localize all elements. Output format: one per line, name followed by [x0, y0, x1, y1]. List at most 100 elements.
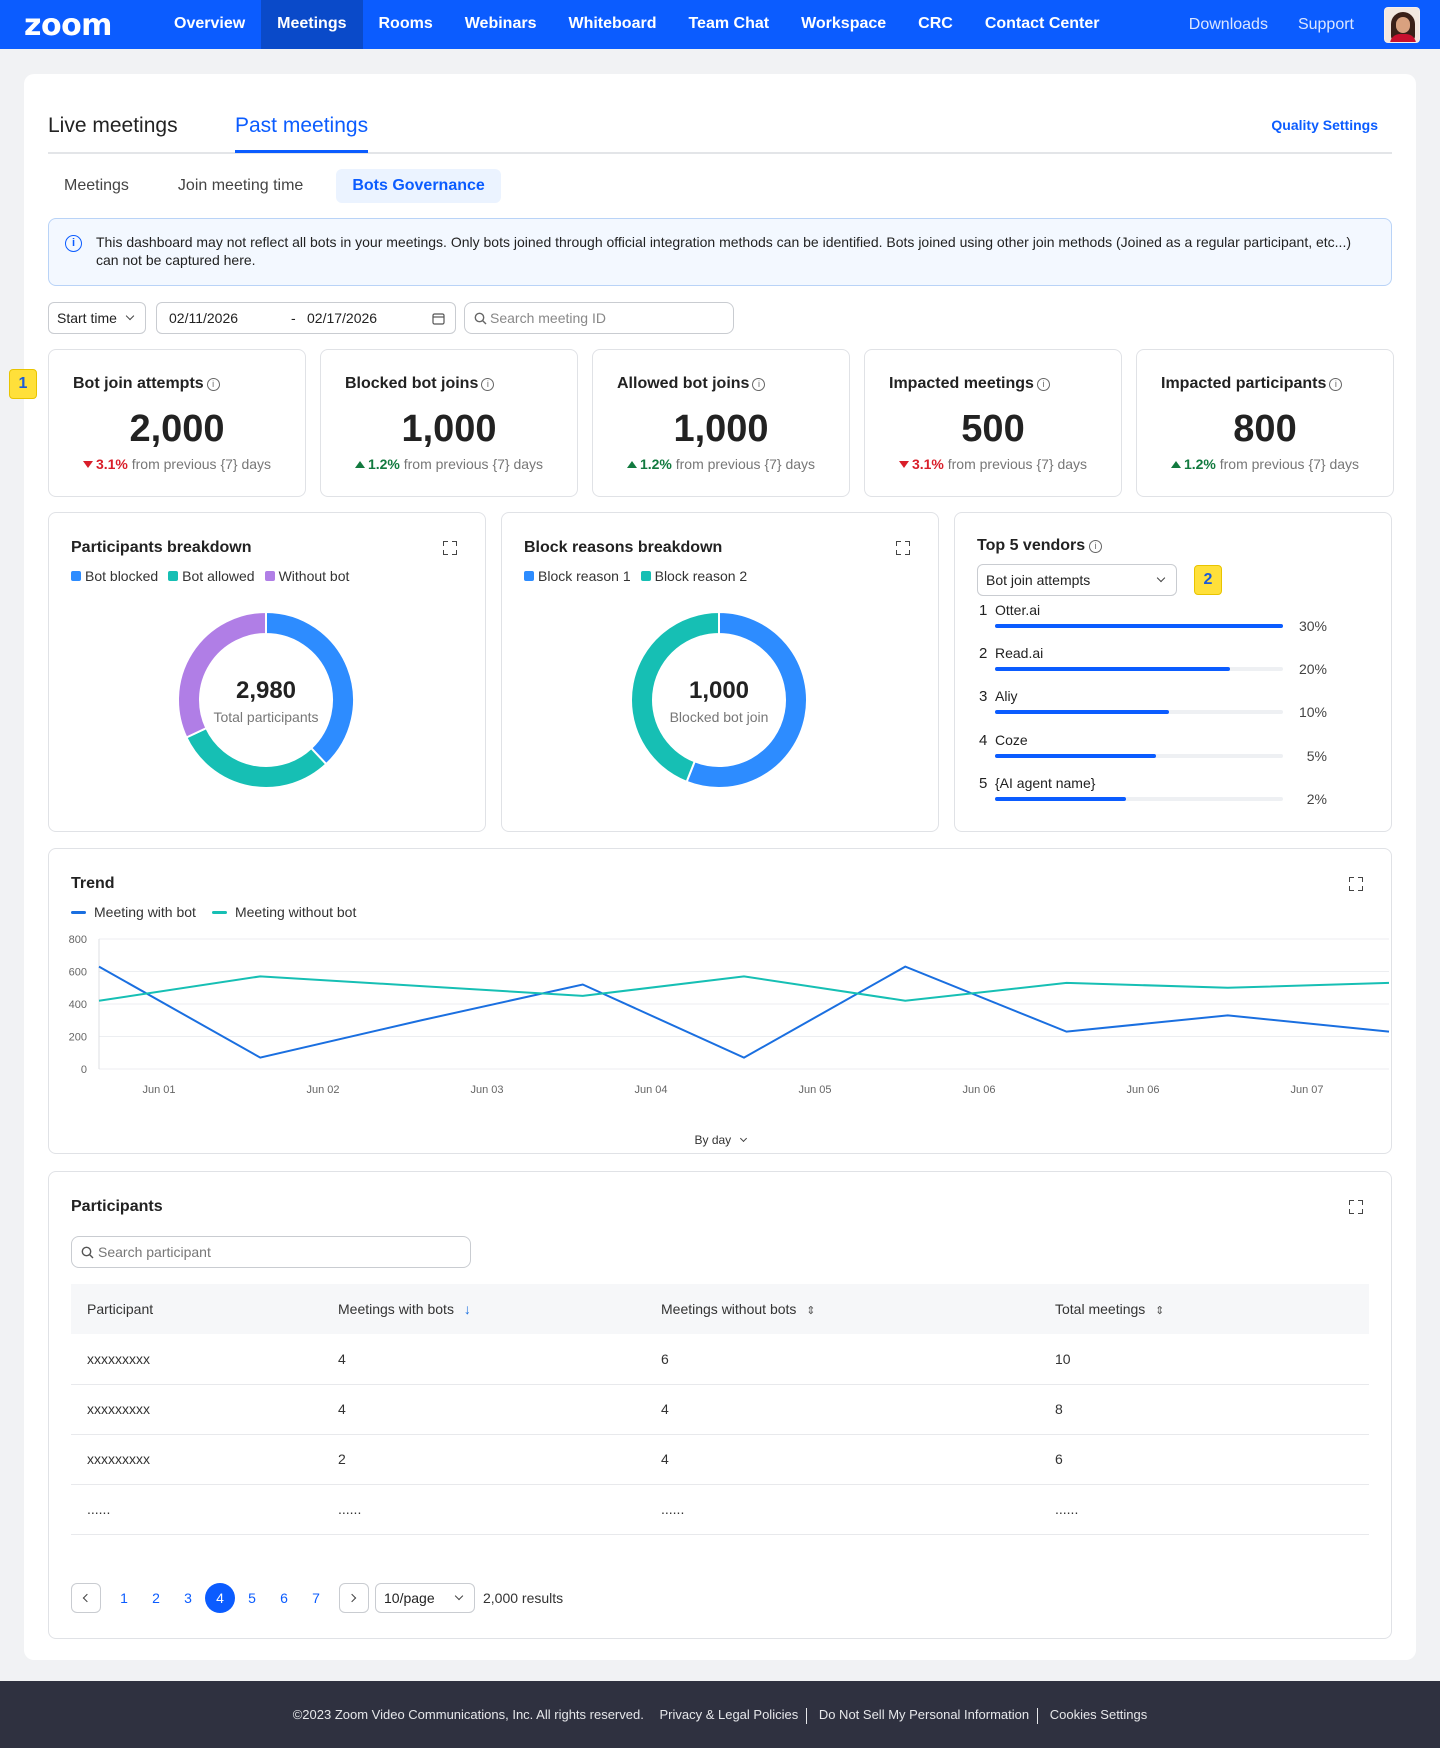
support-link[interactable]: Support: [1297, 15, 1354, 33]
donut-center-value: 2,980: [235, 677, 297, 704]
date-from[interactable]: 02/11/2026: [169, 310, 239, 326]
metric-card-bot-join-attempts: Bot join attempts i 2,000 3.1% from previ…: [48, 349, 306, 497]
table-row[interactable]: ...... ...... ...... ......: [71, 1484, 1369, 1535]
time-type-label: Start time: [57, 310, 117, 326]
nav-item-workspace[interactable]: Workspace: [801, 15, 887, 32]
info-icon[interactable]: i: [1329, 378, 1343, 391]
cell-participant: xxxxxxxxx: [71, 1434, 322, 1485]
series-line-meeting-with-bot[interactable]: [98, 965, 1390, 1059]
page-number[interactable]: 5: [248, 1590, 256, 1606]
sort-icon[interactable]: ⇕: [806, 1305, 816, 1317]
page-number[interactable]: 6: [280, 1590, 288, 1606]
footer-link-cookies[interactable]: Cookies Settings: [1049, 1707, 1148, 1722]
x-tick-label: Jun 03: [470, 1084, 503, 1096]
footer-link-privacy[interactable]: Privacy & Legal Policies: [659, 1707, 799, 1722]
cell-total: 10: [1039, 1334, 1369, 1385]
subtab-meetings[interactable]: Meetings: [64, 177, 129, 194]
page-size-label: 10/page: [384, 1590, 435, 1606]
page-number[interactable]: 7: [312, 1590, 320, 1606]
expand-icon[interactable]: [443, 541, 457, 555]
participant-search-placeholder: Search participant: [98, 1244, 211, 1260]
expand-icon[interactable]: [1349, 877, 1363, 891]
metric-delta: 3.1% from previous {7} days: [865, 456, 1121, 472]
table-row[interactable]: xxxxxxxxx 4 6 10: [71, 1334, 1369, 1385]
page-number[interactable]: 1: [120, 1590, 128, 1606]
info-icon: i: [65, 235, 82, 252]
participants-table: Participant Meetings with bots ↓ Meeting…: [71, 1284, 1369, 1535]
info-icon[interactable]: i: [752, 378, 766, 391]
table-row[interactable]: xxxxxxxxx 2 4 6: [71, 1434, 1369, 1485]
nav-item-meetings[interactable]: Meetings: [261, 0, 363, 49]
vendor-name: Otter.ai: [995, 602, 1041, 618]
table-row[interactable]: xxxxxxxxx 4 4 8: [71, 1384, 1369, 1435]
nav-item-rooms[interactable]: Rooms: [378, 15, 433, 32]
nav-item-overview[interactable]: Overview: [174, 15, 246, 32]
trend-panel: Trend Meeting with bot Meeting without b…: [48, 848, 1392, 1154]
nav-item-whiteboard[interactable]: Whiteboard: [568, 15, 657, 32]
nav-item-team-chat[interactable]: Team Chat: [688, 15, 770, 32]
page-number[interactable]: 3: [184, 1590, 192, 1606]
legend-swatch: [211, 910, 227, 914]
vendor-metric-select[interactable]: Bot join attempts: [977, 564, 1177, 596]
legend-item: Block reason 1: [524, 568, 631, 584]
granularity-select[interactable]: By day: [49, 1133, 1391, 1147]
x-tick-label: Jun 06: [962, 1084, 995, 1096]
info-icon[interactable]: i: [481, 378, 495, 391]
page-number[interactable]: 2: [152, 1590, 160, 1606]
series-line-meeting-without-bot[interactable]: [98, 975, 1390, 1002]
chevron-down-icon: [1156, 573, 1166, 583]
cell-with-bots: 2: [322, 1434, 645, 1485]
x-tick-label: Jun 07: [1290, 1084, 1323, 1096]
nav-item-crc[interactable]: CRC: [918, 15, 953, 32]
tab-live-meetings[interactable]: Live meetings: [48, 114, 178, 137]
footer-link-do-not-sell[interactable]: Do Not Sell My Personal Information: [818, 1707, 1030, 1722]
info-icon[interactable]: i: [1089, 540, 1103, 553]
page-number-current[interactable]: 4: [205, 1583, 235, 1613]
time-type-select[interactable]: Start time: [48, 302, 146, 334]
donut-slice-bot-allowed[interactable]: [185, 726, 328, 789]
meeting-id-search[interactable]: Search meeting ID: [464, 302, 734, 334]
vendor-rank: 1: [979, 602, 988, 619]
metric-delta: 1.2% from previous {7} days: [593, 456, 849, 472]
nav-item-contact-center[interactable]: Contact Center: [984, 15, 1100, 32]
column-header-total-meetings[interactable]: Total meetings ⇕: [1055, 1301, 1165, 1317]
cell-with-bots: 4: [322, 1384, 645, 1435]
subtab-bots-governance[interactable]: Bots Governance: [336, 169, 501, 203]
trend-up-icon: [354, 461, 365, 468]
metric-title: Bot join attempts i: [73, 375, 220, 393]
subtab-join-meeting-time[interactable]: Join meeting time: [177, 177, 304, 194]
info-icon[interactable]: i: [1036, 378, 1050, 391]
expand-icon[interactable]: [1349, 1200, 1363, 1214]
donut-slice-block-reason-2[interactable]: [630, 610, 720, 784]
tab-past-meetings[interactable]: Past meetings: [235, 114, 369, 137]
expand-icon[interactable]: [896, 541, 910, 555]
sort-desc-icon[interactable]: ↓: [463, 1301, 471, 1317]
page-size-select[interactable]: 10/page: [375, 1583, 475, 1613]
downloads-link[interactable]: Downloads: [1188, 15, 1268, 33]
column-header-meetings-with-bots[interactable]: Meetings with bots ↓: [338, 1301, 471, 1317]
panel-title: Top 5 vendors i: [977, 537, 1103, 555]
donut-slice-block-reason-1[interactable]: [685, 610, 808, 789]
vendor-rank: 3: [979, 688, 988, 705]
vendor-percent: 30%: [1298, 618, 1327, 634]
legend-swatch: [640, 571, 651, 581]
donut-slice-without-bot[interactable]: [177, 610, 267, 739]
column-header-meetings-without-bots[interactable]: Meetings without bots ⇕: [661, 1301, 816, 1317]
prev-page-button[interactable]: [71, 1583, 101, 1613]
sort-icon[interactable]: ⇕: [1155, 1305, 1165, 1317]
info-icon[interactable]: i: [206, 378, 220, 391]
quality-settings-link[interactable]: Quality Settings: [1271, 117, 1378, 133]
date-separator: -: [291, 310, 296, 326]
nav-item-webinars[interactable]: Webinars: [464, 15, 537, 32]
zoom-logo[interactable]: zoom: [24, 8, 112, 43]
next-page-button[interactable]: [339, 1583, 369, 1613]
cell-without-bots: 4: [645, 1434, 1039, 1485]
metric-delta: 1.2% from previous {7} days: [321, 456, 577, 472]
chart-legend: Block reason 1 Block reason 2: [524, 568, 757, 584]
date-range-picker[interactable]: 02/11/2026 - 02/17/2026: [156, 302, 456, 334]
participant-search-input[interactable]: Search participant: [71, 1236, 471, 1268]
metric-value: 2,000: [129, 408, 225, 450]
y-tick-label: 800: [69, 934, 87, 946]
date-to[interactable]: 02/17/2026: [307, 310, 378, 326]
avatar[interactable]: [1384, 6, 1420, 43]
